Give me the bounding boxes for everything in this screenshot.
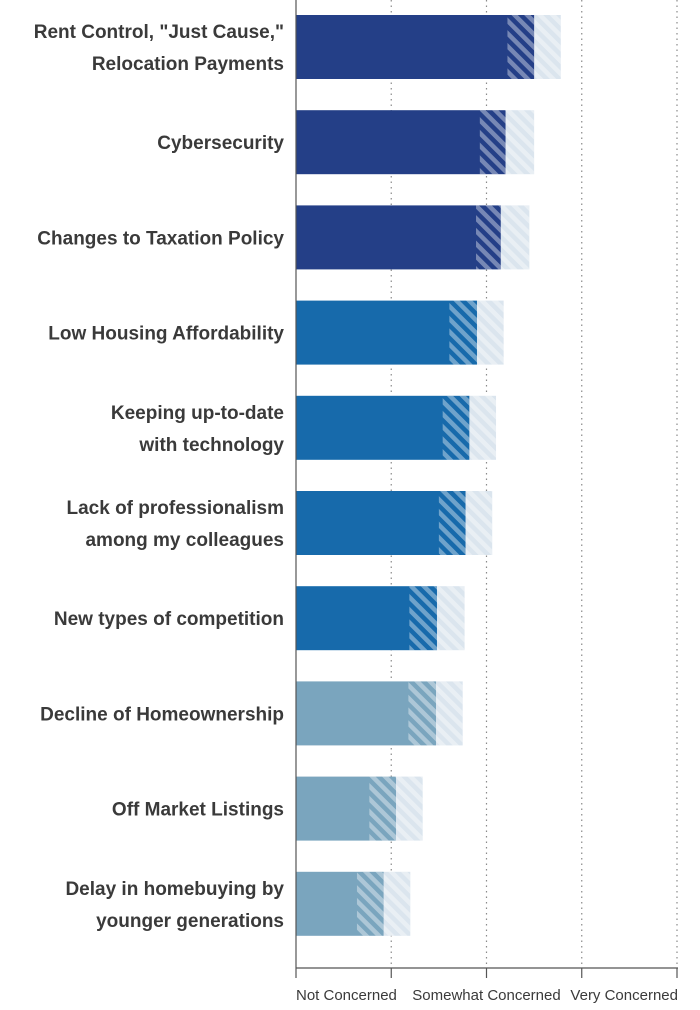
category-label-line: Low Housing Affordability (48, 324, 284, 345)
category-label: Keeping up-to-date with technology (111, 403, 285, 456)
bars (296, 15, 561, 936)
range-band-upper-hatch (469, 395, 497, 460)
bar (296, 205, 501, 270)
range-band-upper-hatch (436, 586, 465, 651)
range-band-upper-hatch (396, 776, 423, 841)
category-label-line: Lack of professionalism (66, 498, 284, 519)
x-tick-label: Very Concerned (570, 987, 678, 1004)
range-band-lower (507, 15, 535, 79)
x-tick-label: Somewhat Concerned (412, 987, 560, 1004)
category-label-line: Delay in homebuying by (65, 879, 284, 900)
category-label: Off Market Listings (112, 800, 284, 821)
category-label-line: with technology (138, 435, 284, 456)
range-band-lower (408, 681, 437, 746)
range-band-lower (356, 871, 384, 936)
range-band-upper-hatch (505, 110, 535, 175)
category-label-line: Cybersecurity (157, 133, 284, 154)
grid-lines (390, 0, 678, 968)
category-label-line: among my colleagues (85, 530, 284, 551)
range-band-upper-hatch (534, 15, 561, 79)
range-band-lower (442, 395, 470, 460)
category-label: Cybersecurity (157, 133, 284, 154)
category-label: Decline of Homeownership (40, 704, 284, 725)
category-label-line: younger generations (96, 911, 284, 932)
range-band-upper-hatch (465, 491, 493, 555)
category-label: Changes to Taxation Policy (37, 228, 284, 249)
bar (296, 110, 506, 175)
category-label: Low Housing Affordability (48, 324, 284, 345)
category-label-line: Off Market Listings (112, 800, 284, 821)
range-band-upper-hatch (476, 300, 504, 365)
range-band-lower (409, 586, 437, 651)
category-label-line: Decline of Homeownership (40, 704, 284, 725)
bar (296, 395, 470, 460)
range-band-lower (479, 110, 506, 175)
category-label-line: Changes to Taxation Policy (37, 228, 284, 249)
category-label: Delay in homebuying by younger generation… (65, 879, 284, 932)
range-band-lower (438, 491, 466, 555)
range-band-upper-hatch (436, 681, 463, 746)
x-axis: Not Concerned Somewhat Concerned Very Conc… (295, 0, 678, 1004)
range-band-upper-hatch (383, 871, 411, 936)
category-labels: Rent Control, "Just Cause," Relocation Pa… (34, 22, 285, 932)
range-band-lower (369, 776, 397, 841)
x-tick-label: Not Concerned (296, 987, 397, 1004)
category-label: New types of competition (54, 609, 284, 630)
range-band-lower (449, 300, 477, 365)
bar (296, 491, 466, 555)
category-label: Lack of professionalism among my colleagu… (66, 498, 284, 551)
category-label-line: Rent Control, "Just Cause," (34, 22, 284, 43)
range-band-upper-hatch (500, 205, 530, 270)
range-band-lower (476, 205, 501, 270)
bar (296, 300, 477, 365)
bar (296, 15, 535, 79)
category-label-line: Relocation Payments (92, 54, 284, 75)
category-label-line: New types of competition (54, 609, 284, 630)
category-label: Rent Control, "Just Cause," Relocation Pa… (34, 22, 284, 75)
category-label-line: Keeping up-to-date (111, 403, 284, 424)
